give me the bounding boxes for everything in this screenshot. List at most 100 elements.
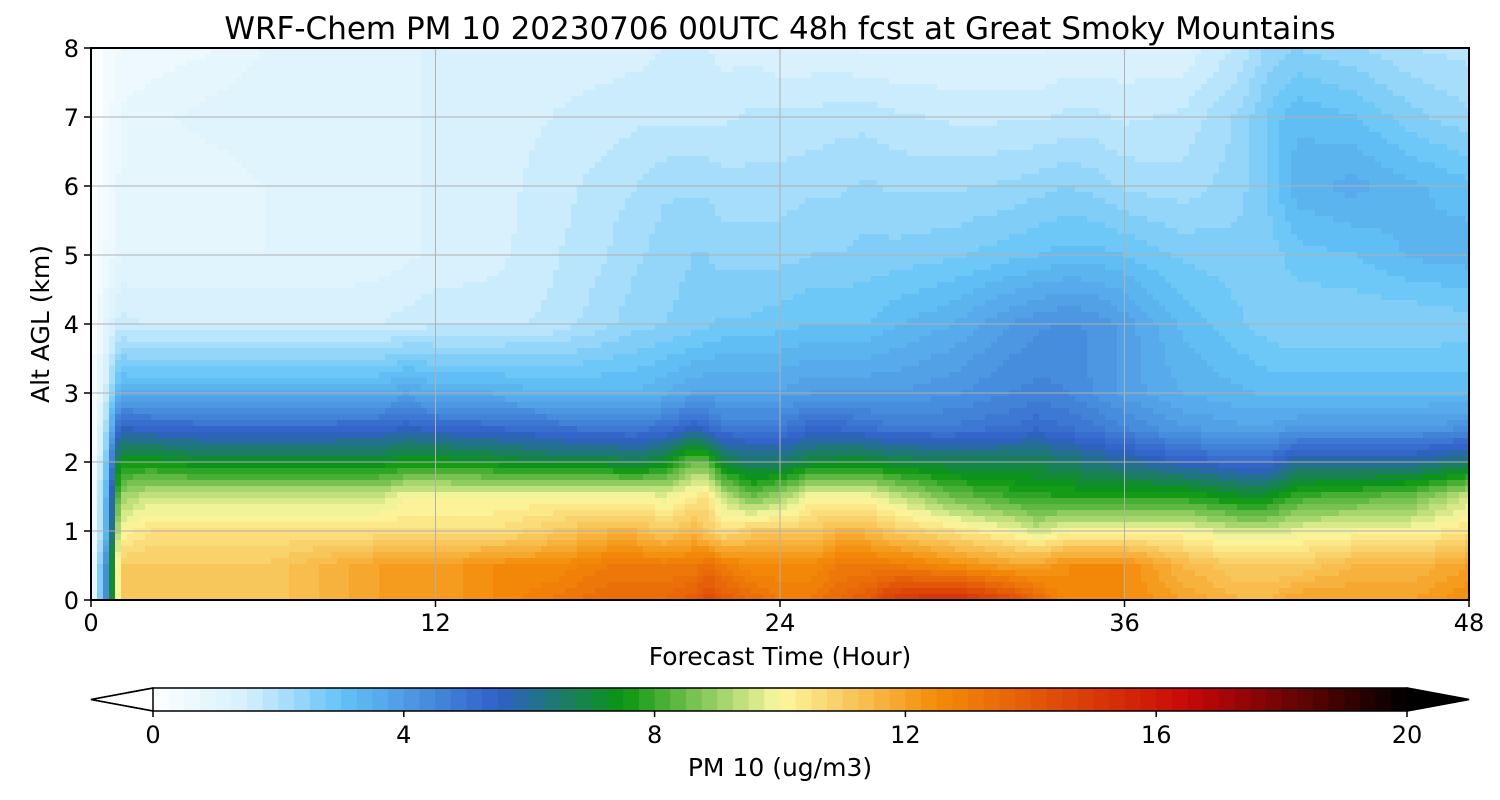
y-tick-label-0: 0 [64,587,79,615]
colorbar-segment [701,688,718,711]
colorbar-segment [874,688,891,711]
colorbar-segment [1391,688,1408,711]
y-axis-label: Alt AGL (km) [26,245,55,403]
colorbar-segment [388,688,405,711]
colorbar-segment [591,688,609,711]
colorbar-segment [1109,688,1126,711]
colorbar-segment [372,688,389,711]
colorbar-segment [685,688,703,711]
x-tick-label-2: 24 [765,609,796,637]
colorbar-segment [1015,688,1032,711]
colorbar-segment [544,688,562,711]
colorbar-segment [309,688,326,711]
colorbar-segment [1171,688,1189,711]
colorbar-segment [168,688,185,711]
colorbar-segment [1046,688,1063,711]
colorbar-segment [1156,688,1173,711]
colorbar-segment [466,688,483,711]
colorbar-segment [764,688,781,711]
colorbar-segment [1077,688,1094,711]
colorbar-segment [325,688,342,711]
colorbar-segment [1030,688,1047,711]
colorbar-segment [560,688,577,711]
colorbar-segment [983,688,1000,711]
colorbar-segment [1297,688,1314,711]
colorbar-segment [827,688,844,711]
colorbar-segment [1218,688,1236,711]
colorbar-segment [811,688,828,711]
colorbar-segment [341,688,358,711]
colorbar-tick-label-3: 12 [890,721,921,749]
x-tick-label-3: 36 [1109,609,1140,637]
colorbar-segment [513,688,530,711]
colorbar-segment [231,688,248,711]
colorbar-segment [1140,688,1157,711]
colorbar-segment [1250,688,1267,711]
colorbar-segment [780,688,797,711]
colorbar-segment [638,688,656,711]
colorbar-label: PM 10 (ug/m3) [688,753,872,782]
colorbar-segment [1281,688,1298,711]
colorbar-segment [654,688,671,711]
y-tick-label-7: 7 [64,104,79,132]
colorbar-segment [968,688,985,711]
colorbar-segment [1375,688,1392,711]
colorbar-segment [435,688,452,711]
y-tick-label-8: 8 [64,35,79,63]
colorbar-segment [1344,688,1361,711]
colorbar-tick-label-0: 0 [145,721,160,749]
colorbar-segment [200,688,217,711]
colorbar-segment [294,688,311,711]
pm10-contour-field [91,48,1469,600]
colorbar-segment [921,688,938,711]
colorbar-segment [356,688,373,711]
colorbar-segment [1062,688,1079,711]
colorbar-segment [450,688,467,711]
y-tick-label-2: 2 [64,449,79,477]
colorbar-segment [670,688,687,711]
colorbar-segment [858,688,875,711]
colorbar-segment [607,688,624,711]
colorbar-segment [403,688,420,711]
colorbar-segment [1187,688,1204,711]
colorbar-segment [153,688,170,711]
colorbar-segment [482,688,499,711]
colorbar-segment [748,688,765,711]
y-tick-label-3: 3 [64,380,79,408]
colorbar: 0 4 8 12 16 20 [90,687,1470,749]
colorbar-segment [936,688,953,711]
colorbar-segment [1234,688,1251,711]
colorbar-segment [497,688,515,711]
x-tick-label-4: 48 [1454,609,1485,637]
colorbar-segment [952,688,969,711]
colorbar-segment [999,688,1016,711]
colorbar-tick-label-4: 16 [1141,721,1172,749]
y-tick-label-6: 6 [64,173,79,201]
colorbar-segment [419,688,436,711]
colorbar-segment [247,688,264,711]
colorbar-segment [1265,688,1283,711]
colorbar-tick-label-2: 8 [647,721,662,749]
colorbar-tick-label-1: 4 [396,721,411,749]
colorbar-segment [1093,688,1110,711]
colorbar-segment [795,688,812,711]
colorbar-segment [529,688,546,711]
colorbar-segment [889,688,906,711]
colorbar-segment [623,688,640,711]
colorbar-segment [1359,688,1377,711]
colorbar-segment [1203,688,1220,711]
colorbar-segment [262,688,279,711]
y-tick-label-5: 5 [64,242,79,270]
colorbar-segment [1312,688,1330,711]
colorbar-segment [1328,688,1345,711]
colorbar-segment [717,688,734,711]
colorbar-segment [905,688,922,711]
y-tick-label-1: 1 [64,518,79,546]
x-axis-label: Forecast Time (Hour) [649,642,912,671]
x-tick-label-1: 12 [420,609,451,637]
y-tick-label-4: 4 [64,311,79,339]
colorbar-segment [842,688,859,711]
colorbar-segment [576,688,593,711]
